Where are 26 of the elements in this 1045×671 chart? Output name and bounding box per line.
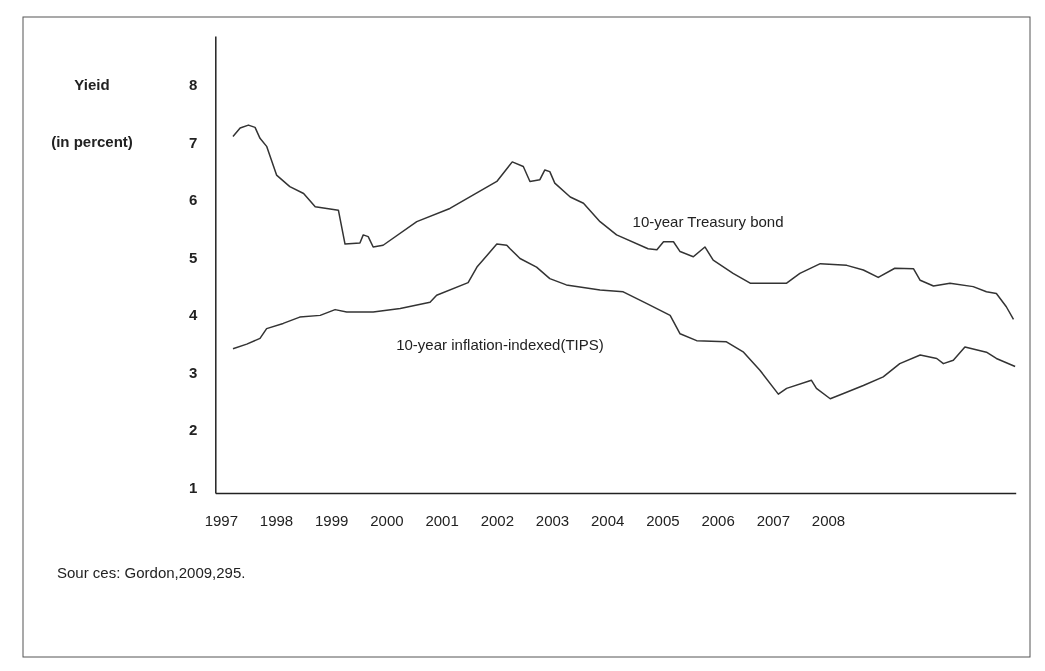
x-tick-label: 2002 <box>480 511 515 529</box>
y-tick-label: 1 <box>188 478 198 496</box>
text: Sour ces: Gordon,2009,295. <box>57 564 246 581</box>
series-label: 10-year inflation-indexed(TIPS) <box>396 336 604 354</box>
line-series <box>232 243 1016 400</box>
x-tick-label: 1997 <box>204 511 239 529</box>
x-tick-label: 2007 <box>756 511 791 529</box>
line-series <box>232 124 1015 321</box>
x-tick-label: 1999 <box>315 511 349 529</box>
text: Yieid (in percent) <box>51 76 133 150</box>
x-tick-label: 2006 <box>701 511 735 529</box>
x-tick-label: 2003 <box>535 511 570 529</box>
y-tick-label: 2 <box>188 421 198 439</box>
y-tick-label: 6 <box>188 191 198 209</box>
y-tick-label: 4 <box>188 306 198 324</box>
y-tick-label: 5 <box>188 248 198 266</box>
y-tick-label: 8 <box>188 76 198 94</box>
x-tick-label: 2001 <box>425 511 459 529</box>
x-tick-label: 2008 <box>811 511 846 529</box>
x-tick-label: 2004 <box>591 511 625 529</box>
series-label: 10-year Treasury bond <box>632 212 784 230</box>
y-tick-label: 7 <box>188 133 198 151</box>
x-tick-label: 2000 <box>370 511 404 529</box>
x-tick-label: 2005 <box>646 511 680 529</box>
x-tick-label: 1998 <box>259 511 294 529</box>
y-tick-label: 3 <box>188 363 198 381</box>
